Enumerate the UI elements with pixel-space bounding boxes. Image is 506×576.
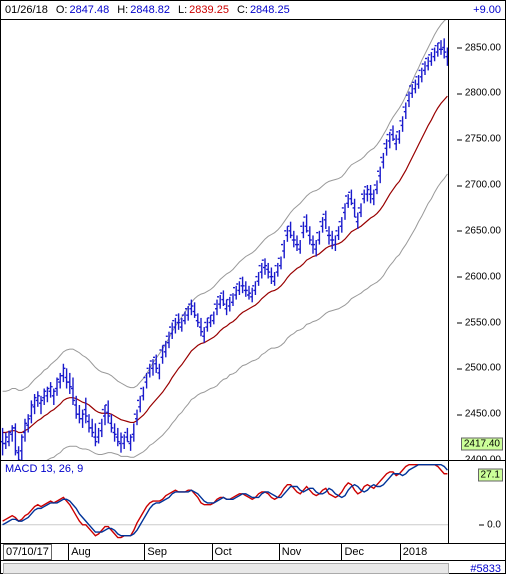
price-ytick: 2650.00 — [465, 225, 501, 236]
price-ytick: 2500.00 — [465, 363, 501, 374]
horizontal-scrollbar[interactable] — [3, 563, 449, 574]
xaxis-tick: Nov — [279, 544, 304, 560]
price-chart-panel[interactable]: 2400.002450.002500.002550.002600.002650.… — [1, 20, 505, 461]
o-label: O: — [56, 4, 68, 16]
xaxis-tick: Oct — [212, 544, 234, 560]
price-ytick: 2450.00 — [465, 409, 501, 420]
c-label: C: — [237, 4, 248, 16]
l-value: 2839.25 — [189, 4, 229, 16]
low-group: L:2839.25 — [178, 4, 229, 16]
h-label: H: — [117, 4, 128, 16]
price-ytick: 2700.00 — [465, 180, 501, 191]
macd-cursor-label: 27.1 — [478, 469, 503, 482]
h-value: 2848.82 — [130, 4, 170, 16]
header-date: 01/26/18 — [5, 4, 48, 16]
xaxis-tick: Sep — [144, 544, 169, 560]
footer-id: #5833 — [470, 563, 501, 575]
price-svg — [1, 20, 449, 460]
xaxis-tick: Dec — [341, 544, 366, 560]
close-group: C:2848.25 — [237, 4, 290, 16]
price-chart-area[interactable] — [1, 20, 449, 460]
macd-y-axis: 0.0 27.1 — [448, 461, 505, 543]
ohlc-header: 01/26/18 O:2847.48 H:2848.82 L:2839.25 C… — [1, 1, 505, 20]
xaxis-tick: Aug — [68, 544, 93, 560]
time-axis: 07/10/17 Aug Sep Oct Nov Dec 2018 — [1, 544, 505, 561]
price-ytick: 2600.00 — [465, 271, 501, 282]
macd-title: MACD 13, 26, 9 — [5, 463, 83, 475]
high-group: H:2848.82 — [117, 4, 170, 16]
price-ytick: 2750.00 — [465, 134, 501, 145]
price-ytick: 2550.00 — [465, 317, 501, 328]
o-value: 2847.48 — [69, 4, 109, 16]
c-value: 2848.25 — [250, 4, 290, 16]
xaxis-tick: 2018 — [400, 544, 429, 560]
change-value: +9.00 — [473, 4, 501, 16]
macd-ytick: 0.0 — [487, 519, 501, 530]
price-ytick: 2800.00 — [465, 88, 501, 99]
xaxis-start-date: 07/10/17 — [3, 544, 52, 560]
macd-panel[interactable]: MACD 13, 26, 9 0.0 27.1 — [1, 461, 505, 544]
l-label: L: — [178, 4, 187, 16]
price-y-axis: 2400.002450.002500.002550.002600.002650.… — [448, 20, 505, 460]
open-group: O:2847.48 — [56, 4, 109, 16]
price-cursor-label: 2417.40 — [461, 438, 503, 451]
price-ytick: 2850.00 — [465, 42, 501, 53]
chart-window: 01/26/18 O:2847.48 H:2848.82 L:2839.25 C… — [0, 0, 506, 574]
